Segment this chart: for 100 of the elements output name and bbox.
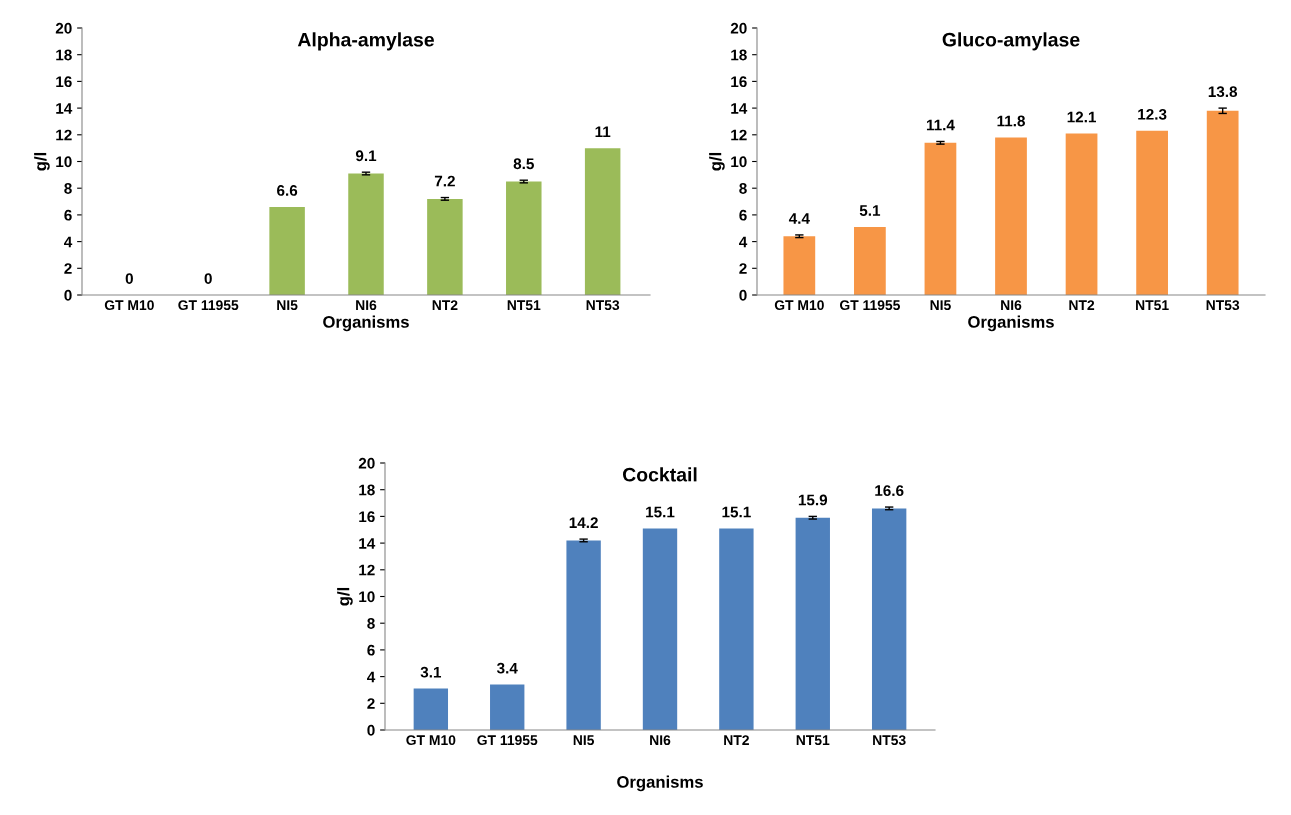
chart-title: Alpha-amylase bbox=[297, 32, 434, 51]
data-label: 0 bbox=[125, 273, 133, 284]
data-label: 16.6 bbox=[875, 485, 904, 497]
y-tick-label: 6 bbox=[739, 209, 747, 221]
y-tick-label: 4 bbox=[367, 671, 376, 683]
y-tick-label: 10 bbox=[56, 156, 72, 168]
data-label: 15.1 bbox=[722, 506, 751, 518]
x-tick-label: GT M10 bbox=[104, 300, 154, 311]
chart-title: Gluco-amylase bbox=[942, 32, 1080, 51]
y-tick-label: 14 bbox=[359, 538, 376, 549]
y-axis-title: g/l bbox=[34, 152, 50, 171]
x-tick-label: NT53 bbox=[586, 300, 620, 311]
bar bbox=[795, 517, 830, 730]
y-tick-label: 2 bbox=[64, 263, 72, 274]
y-axis-title: g/l bbox=[709, 152, 725, 171]
x-tick-label: GT 11955 bbox=[477, 735, 538, 746]
y-tick-label: 6 bbox=[64, 209, 72, 221]
x-tick-label: NT53 bbox=[1206, 300, 1240, 311]
x-tick-label: GT M10 bbox=[774, 300, 824, 311]
x-axis-title: Organisms bbox=[323, 315, 409, 332]
data-label: 14.2 bbox=[569, 517, 598, 528]
x-tick-label: GT M10 bbox=[406, 735, 456, 746]
bar bbox=[783, 236, 816, 295]
x-tick-label: NI6 bbox=[650, 735, 671, 746]
bar bbox=[995, 137, 1027, 295]
y-tick-label: 16 bbox=[56, 76, 72, 88]
data-label: 8.5 bbox=[513, 158, 534, 170]
x-tick-label: NT53 bbox=[873, 735, 906, 746]
bar bbox=[871, 508, 907, 730]
y-tick-label: 2 bbox=[739, 263, 747, 274]
y-tick-label: 10 bbox=[731, 156, 747, 168]
y-tick-label: 0 bbox=[64, 289, 72, 301]
bar bbox=[269, 206, 305, 295]
data-label: 11 bbox=[595, 126, 611, 137]
y-tick-label: 14 bbox=[56, 103, 73, 114]
y-tick-label: 20 bbox=[55, 22, 72, 34]
y-tick-label: 12 bbox=[731, 129, 747, 141]
data-label: 12.3 bbox=[1138, 108, 1167, 120]
bar bbox=[1136, 130, 1168, 295]
y-tick-label: 6 bbox=[367, 644, 375, 656]
x-tick-label: NT2 bbox=[724, 735, 749, 745]
data-label: 3.1 bbox=[420, 666, 442, 678]
y-tick-label: 10 bbox=[359, 591, 375, 603]
data-label: 3.4 bbox=[496, 662, 518, 674]
data-label: 5.1 bbox=[859, 205, 881, 216]
y-tick-label: 8 bbox=[739, 183, 747, 194]
y-tick-label: 16 bbox=[359, 511, 375, 523]
x-axis-title: Organisms bbox=[968, 315, 1054, 332]
bar bbox=[348, 173, 384, 295]
x-tick-label: NT51 bbox=[507, 300, 541, 311]
y-tick-label: 4 bbox=[64, 236, 73, 248]
bar bbox=[924, 142, 957, 295]
bar bbox=[490, 684, 525, 730]
bar bbox=[642, 528, 678, 730]
x-tick-label: NT2 bbox=[1069, 300, 1095, 310]
y-tick-label: 18 bbox=[731, 49, 747, 61]
bar bbox=[584, 148, 621, 295]
data-label: 9.1 bbox=[355, 150, 377, 162]
data-label: 0 bbox=[204, 273, 212, 284]
y-axis-title: g/l bbox=[337, 587, 353, 606]
data-label: 6.6 bbox=[277, 185, 298, 196]
data-label: 15.1 bbox=[646, 506, 675, 518]
x-tick-label: NI5 bbox=[930, 300, 951, 311]
x-tick-label: NI5 bbox=[277, 300, 298, 311]
bar bbox=[1065, 133, 1098, 295]
bar bbox=[506, 181, 542, 295]
x-tick-label: GT 11955 bbox=[839, 300, 901, 311]
bar bbox=[566, 540, 601, 730]
x-tick-label: NI6 bbox=[356, 300, 377, 311]
y-tick-label: 0 bbox=[367, 724, 375, 736]
y-tick-label: 20 bbox=[730, 22, 747, 34]
data-label: 15.9 bbox=[798, 494, 828, 506]
y-tick-label: 2 bbox=[367, 698, 375, 709]
y-tick-label: 4 bbox=[739, 236, 748, 248]
bar bbox=[719, 528, 754, 730]
y-tick-label: 0 bbox=[739, 289, 747, 301]
data-label: 11.4 bbox=[926, 119, 955, 131]
x-tick-label: NT51 bbox=[796, 735, 830, 746]
x-tick-label: NI6 bbox=[1001, 300, 1022, 311]
y-tick-label: 8 bbox=[64, 183, 72, 194]
y-tick-label: 14 bbox=[731, 103, 748, 114]
x-axis-title: Organisms bbox=[617, 775, 703, 792]
data-label: 12.1 bbox=[1067, 111, 1096, 123]
data-label: 13.8 bbox=[1208, 86, 1238, 98]
y-tick-label: 12 bbox=[56, 129, 72, 141]
x-tick-label: NI5 bbox=[573, 735, 595, 746]
bar bbox=[427, 198, 463, 295]
data-label: 4.4 bbox=[788, 213, 810, 224]
y-tick-label: 20 bbox=[358, 457, 375, 469]
bar bbox=[413, 688, 449, 730]
bar bbox=[854, 226, 886, 295]
y-tick-label: 12 bbox=[359, 564, 375, 576]
x-tick-label: NT51 bbox=[1136, 300, 1169, 311]
y-tick-label: 8 bbox=[367, 618, 375, 629]
x-tick-label: GT 11955 bbox=[178, 300, 239, 311]
chart-title: Cocktail bbox=[622, 467, 697, 482]
y-tick-label: 18 bbox=[56, 49, 72, 61]
y-tick-label: 18 bbox=[359, 484, 375, 496]
x-tick-label: NT2 bbox=[432, 300, 458, 310]
y-tick-label: 16 bbox=[731, 76, 747, 88]
